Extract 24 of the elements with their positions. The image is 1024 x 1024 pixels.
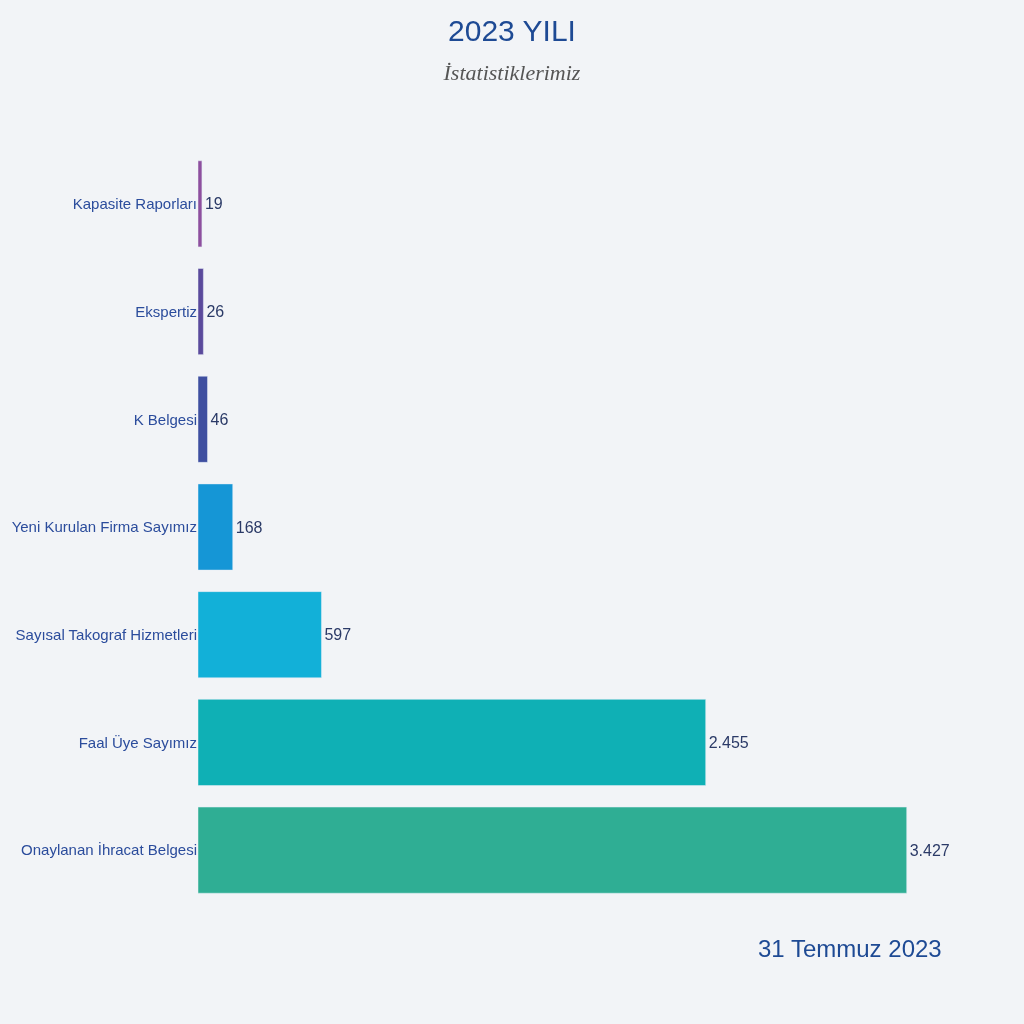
bar [198, 699, 706, 786]
bar [198, 483, 233, 571]
chart-subtitle: İstatistiklerimiz [442, 59, 581, 85]
y-tick-label: Sayısal Takograf Hizmetleri [15, 625, 197, 643]
data-label: 26 [206, 303, 225, 321]
bar [198, 268, 204, 355]
y-tick-label: K Belgesi [133, 410, 197, 428]
bar [198, 375, 208, 463]
text: 31 Temmuz 2023 [758, 935, 942, 962]
y-tick-label: Kapasite Raporları [72, 195, 197, 213]
bar [198, 591, 322, 679]
data-label: 3.427 [909, 841, 950, 859]
bar [198, 160, 203, 248]
data-label: 19 [204, 195, 223, 213]
chart-title: 2023 YILI [448, 13, 576, 47]
bar [198, 806, 907, 894]
y-tick-label: Onaylanan İhracat Belgesi [21, 841, 197, 859]
data-label: 2.455 [708, 733, 749, 751]
y-tick-label: Ekspertiz [135, 302, 197, 320]
y-tick-label: Faal Üye Sayımız [78, 733, 197, 751]
data-label: 597 [324, 626, 352, 644]
data-label: 46 [210, 410, 229, 428]
y-tick-label: Yeni Kurulan Firma Sayımız [11, 518, 197, 536]
data-label: 168 [235, 518, 263, 536]
